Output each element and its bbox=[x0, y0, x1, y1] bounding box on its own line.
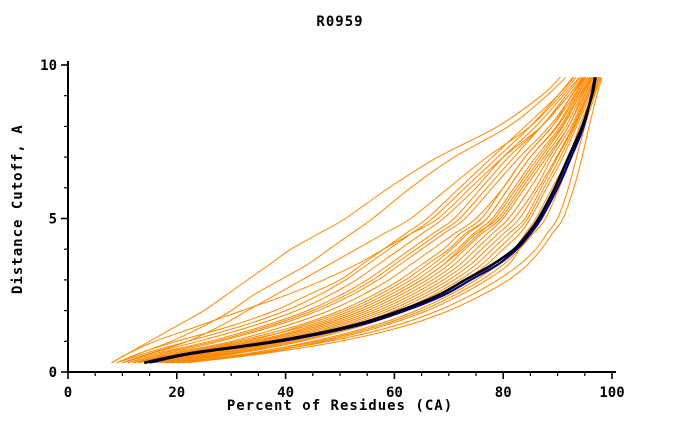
primary-curve-black bbox=[143, 77, 597, 365]
y-tick-label: 5 bbox=[49, 212, 57, 228]
x-tick-label: 0 bbox=[64, 385, 72, 401]
x-tick-label: 20 bbox=[168, 385, 185, 401]
model-curve bbox=[171, 77, 600, 364]
model-curve bbox=[176, 77, 602, 364]
model-curve bbox=[138, 77, 589, 364]
x-tick-label: 60 bbox=[386, 385, 403, 401]
model-curve bbox=[111, 76, 561, 364]
model-curve bbox=[116, 76, 567, 364]
model-curve bbox=[122, 76, 581, 364]
model-curve bbox=[116, 76, 574, 364]
model-curves-group bbox=[111, 76, 603, 364]
model-curve bbox=[122, 76, 577, 364]
model-curve bbox=[116, 76, 575, 364]
x-tick-label: 100 bbox=[599, 385, 624, 401]
chart-title: R0959 bbox=[316, 14, 364, 30]
model-curve bbox=[133, 77, 587, 364]
model-curve bbox=[133, 77, 585, 364]
model-curve bbox=[149, 77, 591, 364]
model-curve bbox=[165, 77, 598, 364]
model-curve bbox=[187, 77, 603, 364]
x-axis-label: Percent of Residues (CA) bbox=[226, 398, 454, 414]
y-tick-label: 10 bbox=[40, 58, 57, 74]
y-axis-label: Distance Cutoff, A bbox=[10, 124, 26, 294]
model-curve bbox=[122, 76, 580, 364]
x-tick-label: 80 bbox=[495, 385, 512, 401]
model-curve bbox=[127, 77, 583, 364]
y-tick-label: 0 bbox=[49, 365, 57, 381]
model-curve bbox=[149, 77, 593, 364]
x-tick-label: 40 bbox=[277, 385, 294, 401]
model-curve bbox=[165, 77, 597, 364]
model-curve bbox=[144, 77, 592, 364]
axes-group bbox=[67, 61, 616, 373]
tick-labels-group: 0 20 40 60 80 100 0 5 10 bbox=[40, 58, 625, 401]
ticks-group bbox=[61, 64, 613, 379]
model-curve bbox=[154, 77, 593, 364]
model-curve bbox=[127, 77, 586, 364]
model-curve bbox=[111, 77, 584, 364]
